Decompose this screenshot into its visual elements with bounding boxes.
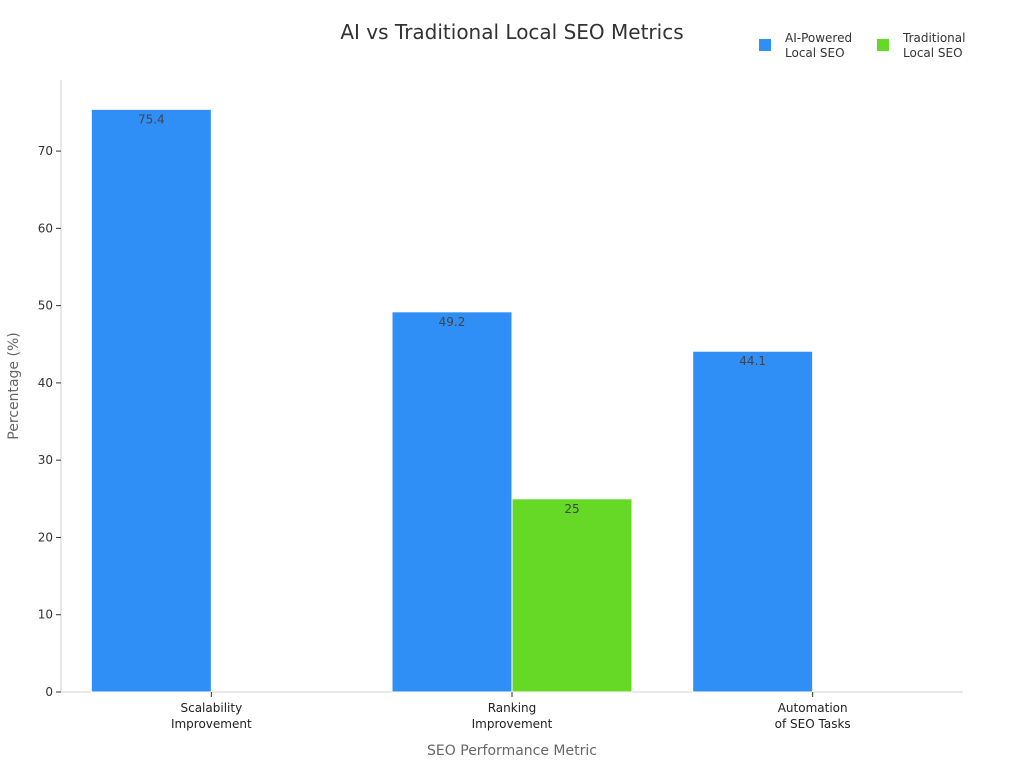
x-tick-label: of SEO Tasks [775, 717, 851, 731]
y-tick-label: 40 [38, 376, 53, 390]
x-tick-label: Ranking [488, 701, 537, 715]
y-tick-label: 20 [38, 530, 53, 544]
bar-ai-1 [391, 311, 513, 693]
x-tick-label: Automation [778, 701, 848, 715]
x-tick-label: Scalability [180, 701, 242, 715]
bar-value-label: 75.4 [138, 112, 165, 126]
bar-traditional-1 [511, 498, 633, 693]
legend-item-traditional[interactable]: Traditional Local SEO [877, 31, 975, 61]
bar-ai-0 [90, 108, 212, 693]
y-tick-label: 60 [38, 221, 53, 235]
chart-title: AI vs Traditional Local SEO Metrics [340, 20, 684, 44]
y-tick-label: 0 [45, 685, 53, 699]
legend-item-ai[interactable]: AI-Powered Local SEO [759, 31, 857, 61]
bar-value-label: 25 [564, 502, 579, 516]
y-tick-label: 50 [38, 299, 53, 313]
legend-label-ai: AI-Powered Local SEO [785, 31, 853, 60]
x-axis-title: SEO Performance Metric [427, 743, 597, 759]
x-tick-label: Improvement [472, 717, 553, 731]
bar-value-label: 44.1 [739, 354, 766, 368]
legend-swatch-traditional [877, 39, 889, 51]
y-axis-title: Percentage (%) [6, 332, 22, 439]
y-tick-label: 10 [38, 608, 53, 622]
y-tick-label: 70 [38, 144, 53, 158]
bar-ai-2 [692, 350, 814, 693]
legend-swatch-ai [759, 39, 771, 51]
y-tick-label: 30 [38, 453, 53, 467]
legend-label-traditional: Traditional Local SEO [903, 31, 966, 60]
x-tick-label: Improvement [171, 717, 252, 731]
bar-value-label: 49.2 [439, 315, 466, 329]
legend: AI-Powered Local SEO Traditional Local S… [759, 31, 975, 61]
